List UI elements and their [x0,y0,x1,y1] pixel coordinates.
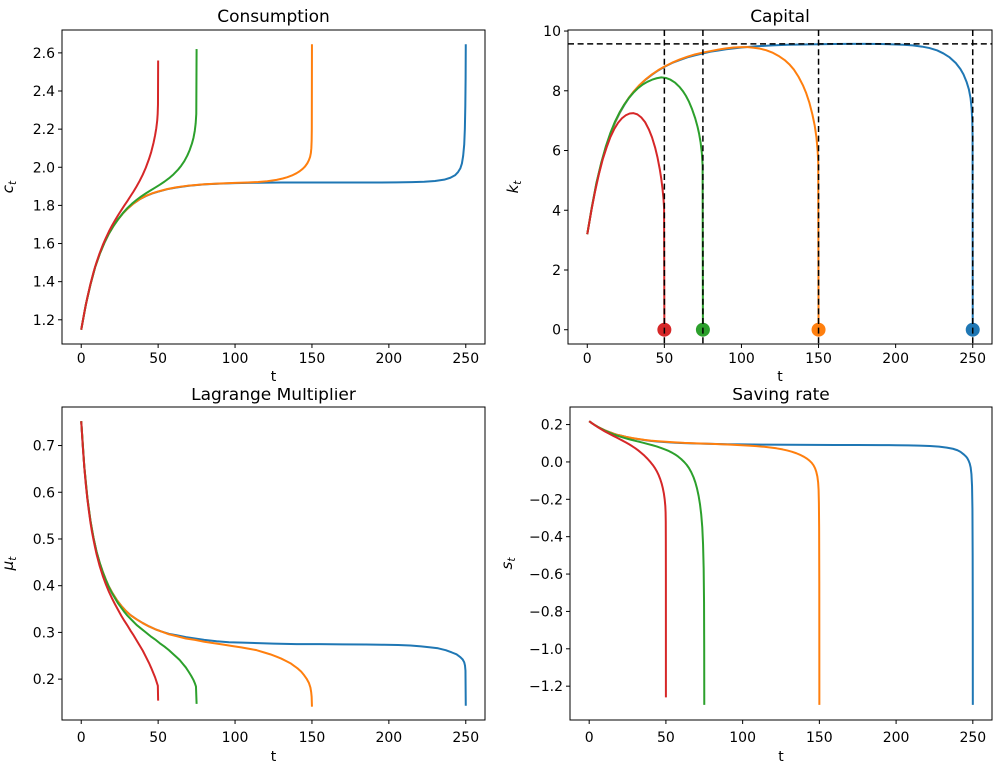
y-tick-label: 10 [543,24,561,40]
consumption-subplot: 0 50 100 150 200 250 1.2 1.4 1.6 1.8 2.0 2.2 2.4 2.6 C… [0,0,501,388]
x-axis-label: t [271,749,277,765]
x-axis-label: t [777,369,783,385]
x-tick-label: 200 [375,730,402,746]
x-tick-label: 0 [77,730,86,746]
chart-title: Saving rate [732,388,830,405]
x-tick-label: 200 [882,351,909,367]
capital-subplot: 0 50 100 150 200 250 0 2 4 6 8 10 Capital t kt [501,0,1002,388]
saving-rate-subplot: 0 50 100 150 200 250 0.2 0.0 −0.2 −0.4 −0.6 −0.8 −1.… [501,388,1002,776]
series-line-T=250 [588,420,974,705]
y-axis-label: kt [504,180,524,194]
series-line-T=250 [80,421,467,706]
y-tick-label: 1.2 [33,313,55,329]
y-tick-label: 2 [552,263,561,279]
y-axis-label: st [501,557,518,570]
x-tick-label: 150 [806,730,833,746]
x-tick-label: 250 [452,730,479,746]
series-line-T=150 [80,421,313,707]
y-tick-label: 0.3 [33,625,55,641]
axes-frame [567,29,993,345]
chart-title: Consumption [217,7,330,27]
x-tick-label: 150 [299,351,326,367]
x-axis-label: t [271,369,277,385]
chart-title: Lagrange Multiplier [191,388,356,405]
x-tick-label: 200 [375,351,402,367]
y-tick-label: 0.4 [33,579,55,595]
consumption-chart: 0 50 100 150 200 250 1.2 1.4 1.6 1.8 2.0 2.2 2.4 2.6 C… [0,7,486,385]
saving-rate-chart: 0 50 100 150 200 250 0.2 0.0 −0.2 −0.4 −0.6 −0.8 −1.… [501,388,993,765]
x-tick-label: 200 [883,730,910,746]
y-tick-label: 6 [552,144,561,160]
x-tick-label: 0 [585,730,594,746]
y-tick-label: 0.0 [541,455,563,471]
y-tick-label: 2.2 [33,122,55,138]
series-line-T=250 [80,44,467,330]
lagrange-multiplier-chart: 0 50 100 150 200 250 0.2 0.3 0.4 0.5 0.6 0.7 Lagrang… [0,388,486,765]
y-tick-label: 0.7 [33,439,55,455]
x-tick-label: 250 [959,351,986,367]
y-tick-label: 0.5 [33,532,55,548]
y-tick-label: −1.0 [529,642,563,658]
series-line-T=75 [586,76,704,329]
y-tick-label: −1.2 [529,679,563,695]
x-tick-label: 250 [452,351,479,367]
y-tick-label: 1.6 [33,237,55,253]
y-tick-label: −0.6 [529,567,563,583]
axes-frame [569,406,993,721]
y-tick-label: 2.0 [33,160,55,176]
y-tick-label: 0.2 [541,418,563,434]
y-tick-label: 2.6 [33,46,55,62]
x-tick-label: 250 [959,730,986,746]
y-tick-label: 4 [552,203,561,219]
lagrange-multiplier-subplot: 0 50 100 150 200 250 0.2 0.3 0.4 0.5 0.6 0.7 Lagrang… [0,388,501,776]
y-axis-label: μt [0,556,19,572]
y-tick-label: −0.4 [529,530,563,546]
y-tick-label: −0.8 [529,604,563,620]
series-line-T=50 [588,420,667,698]
x-tick-label: 100 [222,351,249,367]
y-tick-label: 1.8 [33,198,55,214]
y-tick-label: 8 [552,84,561,100]
axes-frame [61,29,486,345]
y-tick-label: 0 [552,323,561,339]
y-axis-label: ct [0,180,19,193]
series-line-T=50 [80,60,160,330]
y-tick-label: 0.6 [33,485,55,501]
x-axis-label: t [778,749,784,765]
x-tick-label: 0 [583,351,592,367]
x-tick-label: 100 [729,730,756,746]
y-tick-label: −0.2 [529,492,563,508]
x-tick-label: 50 [657,730,675,746]
series-line-T=250 [586,42,974,329]
axes-frame [61,406,486,721]
x-tick-label: 150 [299,730,326,746]
x-tick-label: 50 [149,730,167,746]
x-tick-label: 150 [805,351,832,367]
capital-chart: 0 50 100 150 200 250 0 2 4 6 8 10 Capital t kt [504,7,993,385]
x-tick-label: 100 [728,351,755,367]
x-tick-label: 0 [77,351,86,367]
chart-title: Capital [750,7,810,27]
series-line-T=75 [80,49,198,330]
series-line-T=75 [588,420,706,705]
y-tick-label: 0.2 [33,672,55,688]
x-tick-label: 50 [655,351,673,367]
x-tick-label: 50 [149,351,167,367]
series-line-T=50 [80,421,160,701]
y-tick-label: 2.4 [33,84,55,100]
x-tick-label: 100 [222,730,249,746]
series-line-T=50 [586,112,666,329]
y-tick-label: 1.4 [33,275,55,291]
